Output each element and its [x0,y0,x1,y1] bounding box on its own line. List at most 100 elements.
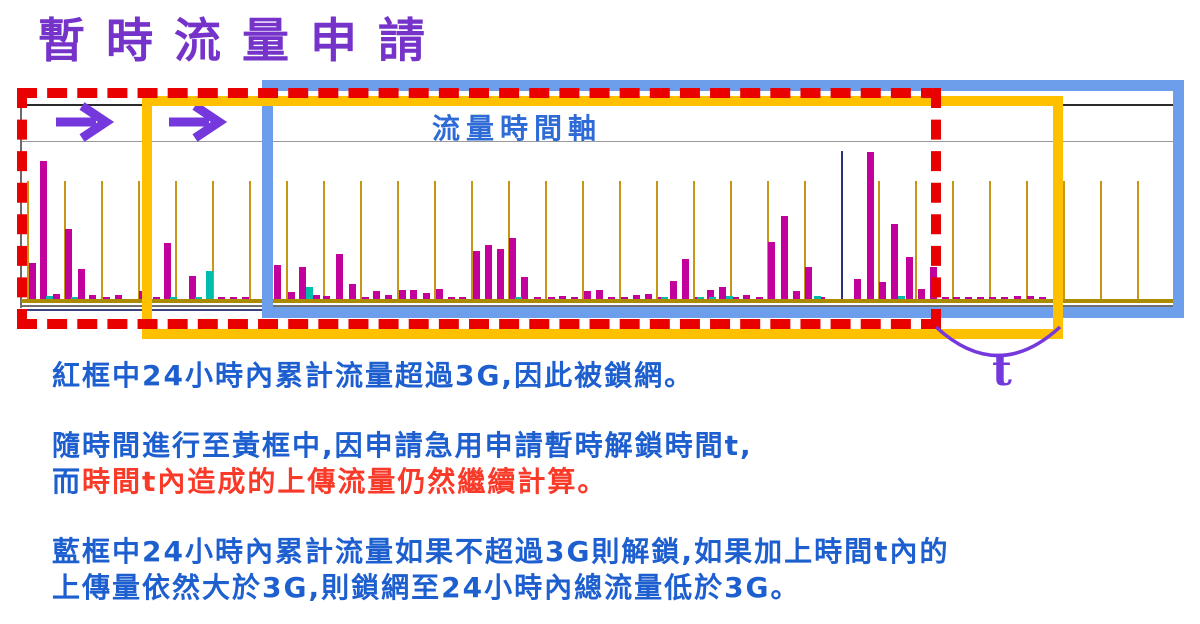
upload-traffic-bar [596,290,603,300]
upload-traffic-bar [385,295,392,300]
upload-traffic-bar [719,287,726,300]
upload-traffic-bar [242,297,249,300]
upload-traffic-bar [867,152,874,300]
upload-traffic-bar [497,249,504,300]
gridline [989,181,991,299]
secondary-traffic-bar [898,296,905,300]
upload-traffic-bar [571,297,578,300]
upload-traffic-bar [534,297,541,300]
upload-traffic-bar [521,277,528,300]
upload-traffic-bar [805,267,812,300]
gridline [27,181,29,299]
paragraph-yellow-box-explanation: 隨時間進行至黃框中,因申請急用申請暫時解鎖時間t, 而時間t內造成的上傳流量仍然… [52,428,753,500]
t-interval-label: t [992,346,1012,396]
secondary-traffic-bar [814,296,821,300]
upload-traffic-bar [230,297,237,300]
upload-traffic-bar [989,297,996,300]
upload-traffic-bar [485,245,492,300]
gridline [915,181,917,299]
red-dashed-annotation-box [17,88,941,329]
gridline [878,181,880,299]
secondary-traffic-bar [726,296,733,300]
upload-traffic-bar [756,297,763,300]
upload-traffic-bar [89,295,96,300]
paragraph-segment-red: 時間t內造成的上傳流量仍然繼續計算。 [82,465,608,498]
upload-traffic-bar [399,290,406,300]
gridline [434,181,436,299]
upload-traffic-bar [115,295,122,300]
upload-traffic-bar [891,224,898,300]
upload-traffic-bar [732,297,739,300]
gridline [175,181,177,299]
upload-traffic-bar [459,297,466,300]
chart-inner-line [20,141,1181,142]
upload-traffic-bar [918,289,925,300]
upload-traffic-bar [906,257,913,300]
secondary-traffic-bar [709,297,716,300]
gridline [212,181,214,299]
upload-traffic-bar [299,267,306,300]
upload-traffic-bar [53,294,60,300]
upload-traffic-bar [218,297,225,300]
chart-axis-label: 流量時間軸 [432,112,603,145]
gridline [360,181,362,299]
secondary-traffic-bar [515,297,522,300]
upload-traffic-bar [670,281,677,300]
gridline [730,181,732,299]
secondary-traffic-bar [661,297,668,300]
gridline [323,181,325,299]
gridline [471,181,473,299]
paragraph-line: 而時間t內造成的上傳流量仍然繼續計算。 [52,464,753,500]
gridline [582,181,584,299]
upload-traffic-bar [645,294,652,300]
upload-traffic-bar [621,297,628,300]
upload-traffic-bar [633,295,640,300]
upload-traffic-bar [977,297,984,300]
upload-traffic-bar [313,295,320,300]
gridline [952,181,954,299]
upload-traffic-bar [1039,297,1046,300]
gridline [1026,181,1028,299]
gridline [767,181,769,299]
upload-traffic-bar [707,290,714,300]
paragraph-line: 隨時間進行至黃框中,因申請急用申請暫時解鎖時間t, [52,429,753,462]
gridline [545,181,547,299]
upload-traffic-bar [743,295,750,300]
gridline [693,181,695,299]
upload-traffic-bar [818,297,825,300]
gridline [101,181,103,299]
upload-traffic-bar [854,279,861,300]
upload-traffic-bar [164,243,171,300]
gridline [249,181,251,299]
upload-traffic-bar [288,292,295,300]
upload-traffic-bar [793,291,800,300]
upload-traffic-bar [682,259,689,300]
secondary-traffic-bar [71,297,78,300]
upload-traffic-bar [584,291,591,300]
upload-traffic-bar [953,297,960,300]
upload-traffic-bar [362,297,369,300]
upload-traffic-bar [65,229,72,300]
upload-traffic-bar [608,297,615,300]
blue-annotation-box [262,80,1184,318]
gridline [397,181,399,299]
gridline [804,181,806,299]
gridline [286,181,288,299]
upload-traffic-bar [781,216,788,300]
upload-traffic-bar [29,263,36,300]
secondary-traffic-bar [195,297,202,300]
upload-traffic-bar [559,296,566,300]
upload-traffic-bar [153,297,160,300]
upload-traffic-bar [942,297,949,300]
upload-traffic-bar [103,297,110,300]
upload-traffic-bar [965,297,972,300]
chart-axis-line [20,305,1181,307]
upload-traffic-bar [509,238,516,300]
upload-traffic-bar [78,269,85,300]
upload-traffic-bar [323,296,330,300]
upload-traffic-bar [548,297,555,300]
secondary-traffic-bar [206,271,213,300]
upload-traffic-bar [1001,297,1008,300]
paragraph-line: 藍框中24小時內累計流量如果不超過3G則解鎖,如果加上時間t內的 [52,535,950,568]
